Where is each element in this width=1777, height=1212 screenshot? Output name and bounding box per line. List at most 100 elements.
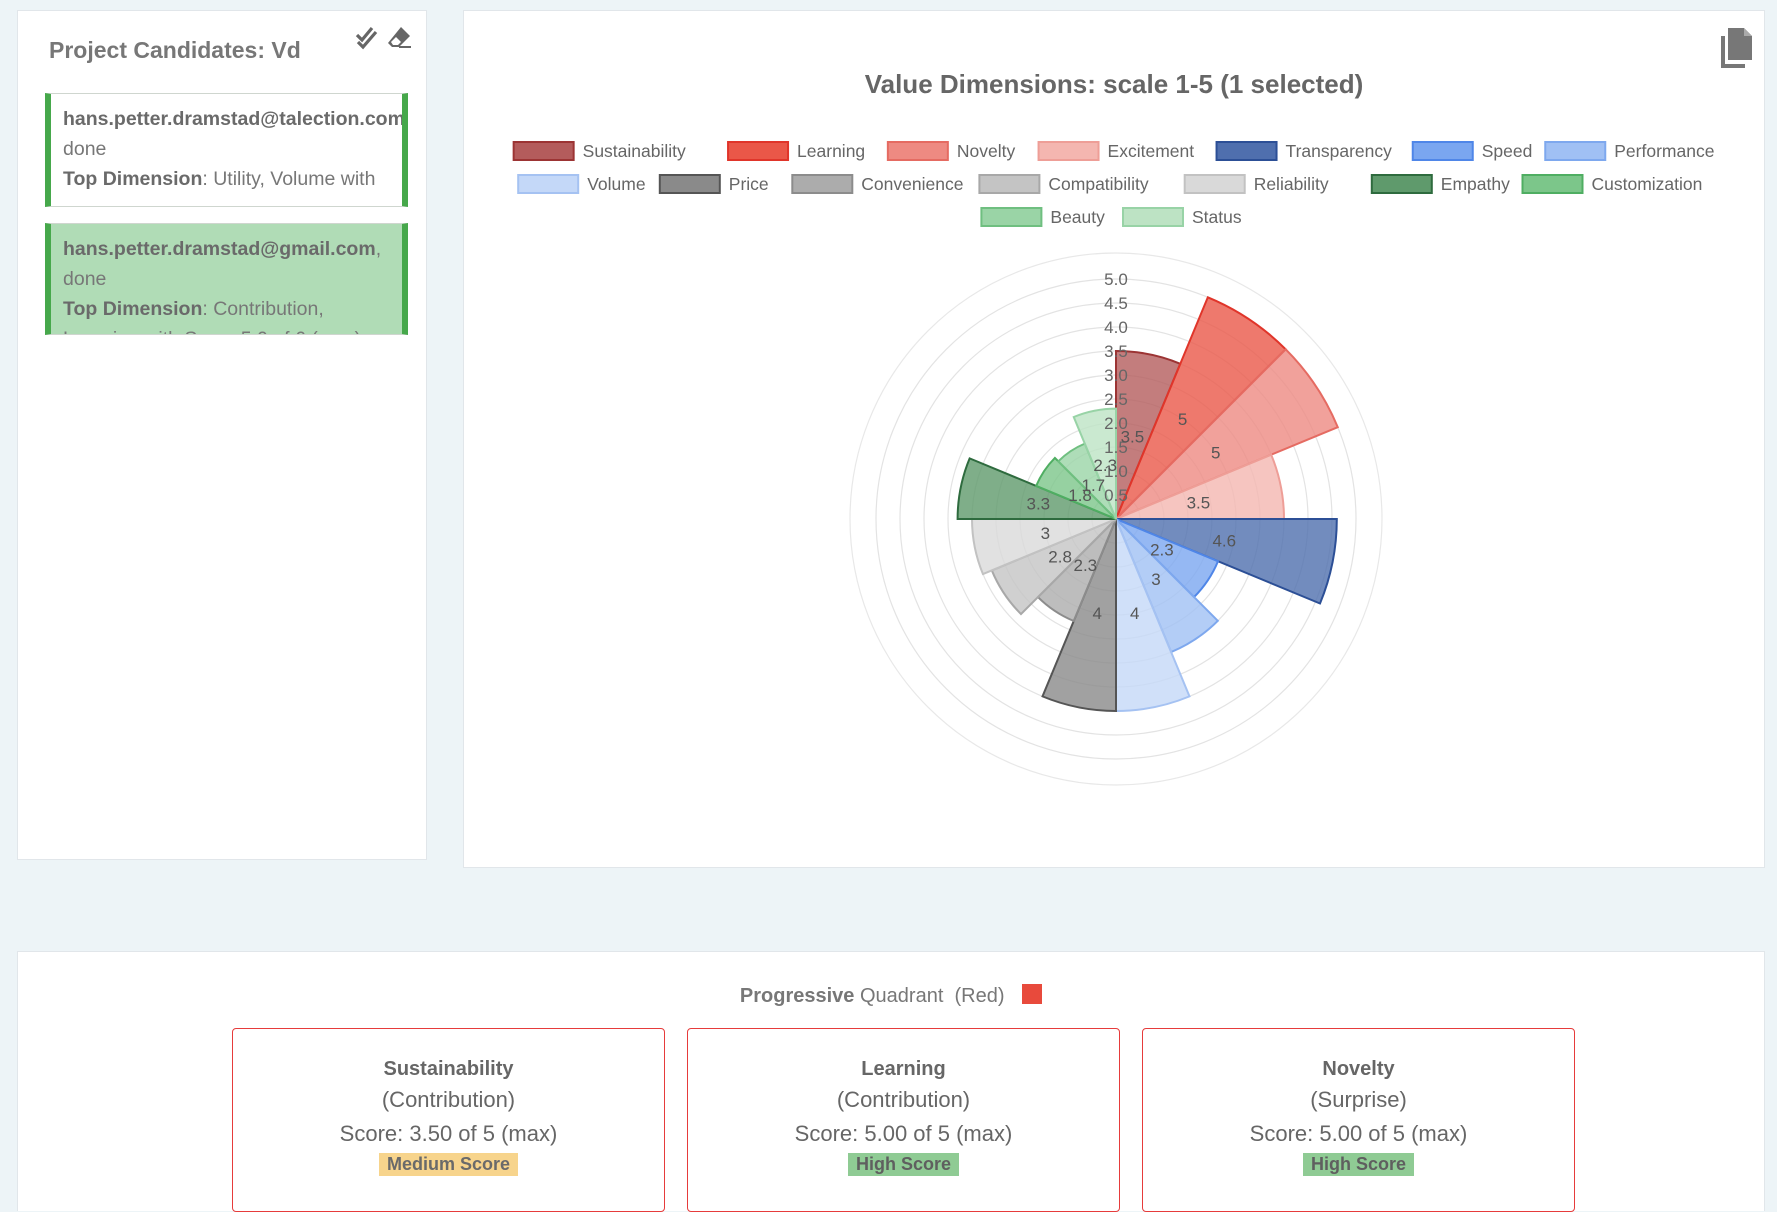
legend-swatch [1411, 141, 1474, 161]
candidate-card-selected[interactable]: hans.petter.dramstad@gmail.com, done Top… [45, 223, 408, 335]
data-label: 4 [1130, 604, 1139, 623]
quadrant-label: Quadrant [859, 985, 944, 1007]
data-label: 2.3 [1074, 556, 1098, 575]
legend-swatch [978, 174, 1041, 194]
legend-swatch [1544, 141, 1607, 161]
sector-price[interactable] [1041, 518, 1117, 713]
score-badge: Medium Score [378, 1153, 519, 1176]
legend-swatch [1122, 207, 1184, 227]
legend-item[interactable]: Transparency [1215, 141, 1393, 161]
legend-label: Beauty [1050, 207, 1105, 227]
radial-ticks: 0.5 1.0 1.5 2.0 2.5 3.0 3.5 4.0 4.5 5.0 [1104, 270, 1128, 505]
sector-transparency[interactable] [1115, 518, 1338, 605]
candidate-list: hans.petter.dramstad@talection.com, done… [45, 93, 408, 351]
data-label: 1.7 [1082, 476, 1106, 495]
dimension-score: Score: 3.50 of 5 (max) [339, 1121, 558, 1146]
quadrant-color-name: (Red) [954, 985, 1005, 1007]
tick-label: 2.0 [1104, 414, 1128, 433]
data-label: 2.3 [1150, 541, 1174, 560]
grid-circle [875, 278, 1357, 760]
tick-label: 3.0 [1104, 366, 1128, 385]
legend-swatch [1215, 141, 1278, 161]
top-dimension-label: Top Dimension [63, 298, 203, 320]
candidate-card[interactable]: hans.petter.dramstad@talection.com, done… [45, 93, 408, 207]
legend-item[interactable]: Performance [1544, 141, 1714, 161]
chart-title: Value Dimensions: scale 1-5 (1 selected) [865, 69, 1364, 99]
legend-item[interactable]: Empathy [1370, 174, 1510, 194]
legend-label: Compatibility [1048, 174, 1148, 194]
dimension-score: Score: 5.00 of 5 (max) [794, 1121, 1013, 1146]
candidate-email[interactable]: hans.petter.dramstad@gmail.com [63, 238, 376, 260]
legend-swatch [886, 141, 949, 161]
dimension-name: Novelty [1322, 1058, 1395, 1080]
candidates-toolbar [355, 23, 411, 51]
tick-label: 4.0 [1104, 318, 1128, 337]
legend-item[interactable]: Speed [1411, 141, 1533, 161]
tick-label: 4.5 [1104, 294, 1128, 313]
legend-item[interactable]: Volume [517, 174, 646, 194]
score-badge: High Score [847, 1153, 960, 1176]
legend-label: Reliability [1254, 174, 1329, 194]
legend-label: Convenience [861, 174, 963, 194]
dimension-score: Score: 5.00 of 5 (max) [1249, 1121, 1468, 1146]
data-label: 3 [1151, 570, 1160, 589]
legend-item[interactable]: Compatibility [978, 174, 1149, 194]
legend-label: Excitement [1108, 141, 1195, 161]
tick-label: 5.0 [1104, 270, 1128, 289]
eraser-icon[interactable] [387, 23, 411, 51]
top-dimension-label: Top Dimension [63, 168, 203, 190]
legend-item[interactable]: Customization [1521, 174, 1703, 194]
quadrant-title: Progressive Quadrant (Red) [18, 984, 1764, 1008]
legend-label: Empathy [1441, 174, 1510, 194]
legend-label: Sustainability [583, 141, 686, 161]
legend-label: Performance [1614, 141, 1714, 161]
legend-item[interactable]: Status [1122, 207, 1242, 227]
legend-item[interactable]: Price [658, 174, 769, 194]
legend-item[interactable]: Beauty [980, 207, 1105, 227]
dimension-group: (Contribution) [836, 1087, 971, 1112]
legend-swatch [512, 141, 575, 161]
data-label: 3.5 [1121, 428, 1145, 447]
sector-status[interactable] [1072, 407, 1117, 520]
legend-label: Status [1192, 207, 1242, 227]
tick-label: 2.5 [1104, 390, 1128, 409]
data-label: 4 [1093, 604, 1102, 623]
sector-customization[interactable] [1034, 456, 1117, 520]
tick-label: 3.5 [1104, 342, 1128, 361]
data-label: 1.8 [1068, 486, 1092, 505]
legend-swatch [658, 174, 721, 194]
legend-item[interactable]: Excitement [1037, 141, 1195, 161]
legend-item[interactable]: Learning [727, 141, 865, 161]
grid-outer-circle [849, 252, 1383, 786]
legend-label: Learning [797, 141, 865, 161]
legend-label: Novelty [957, 141, 1016, 161]
quadrant-color-swatch [1022, 984, 1043, 1004]
candidate-email[interactable]: hans.petter.dramstad@talection.com [63, 108, 405, 130]
legend-label: Speed [1482, 141, 1533, 161]
legend-item[interactable]: Novelty [886, 141, 1016, 161]
dimension-name: Learning [861, 1058, 946, 1080]
legend-item[interactable]: Sustainability [512, 141, 686, 161]
legend-swatch [1037, 141, 1100, 161]
copy-icon[interactable] [1718, 26, 1754, 70]
legend-item[interactable]: Convenience [791, 174, 963, 194]
legend-swatch [980, 207, 1043, 227]
score-badge: High Score [1302, 1153, 1415, 1176]
legend-item[interactable]: Reliability [1183, 174, 1329, 194]
legend-label: Transparency [1286, 141, 1393, 161]
legend-label: Customization [1592, 174, 1703, 194]
data-label: 5 [1178, 410, 1187, 429]
score-box: Learning (Contribution) Score: 5.00 of 5… [687, 1028, 1120, 1212]
double-check-icon[interactable] [355, 23, 379, 51]
top-dimension-value: : Contribution, [202, 298, 324, 320]
candidate-status: done [63, 138, 107, 160]
data-label: 3.3 [1027, 495, 1051, 514]
legend-label: Volume [587, 174, 645, 194]
polar-area-chart: Value Dimensions: scale 1-5 (1 selected)… [512, 69, 1714, 786]
data-label: 2.8 [1048, 547, 1072, 566]
legend-swatch [791, 174, 854, 194]
sector-empathy[interactable] [956, 457, 1117, 520]
sector-novelty[interactable] [1115, 347, 1340, 520]
legend-swatch [1183, 174, 1246, 194]
tick-label: 1.0 [1104, 462, 1128, 481]
